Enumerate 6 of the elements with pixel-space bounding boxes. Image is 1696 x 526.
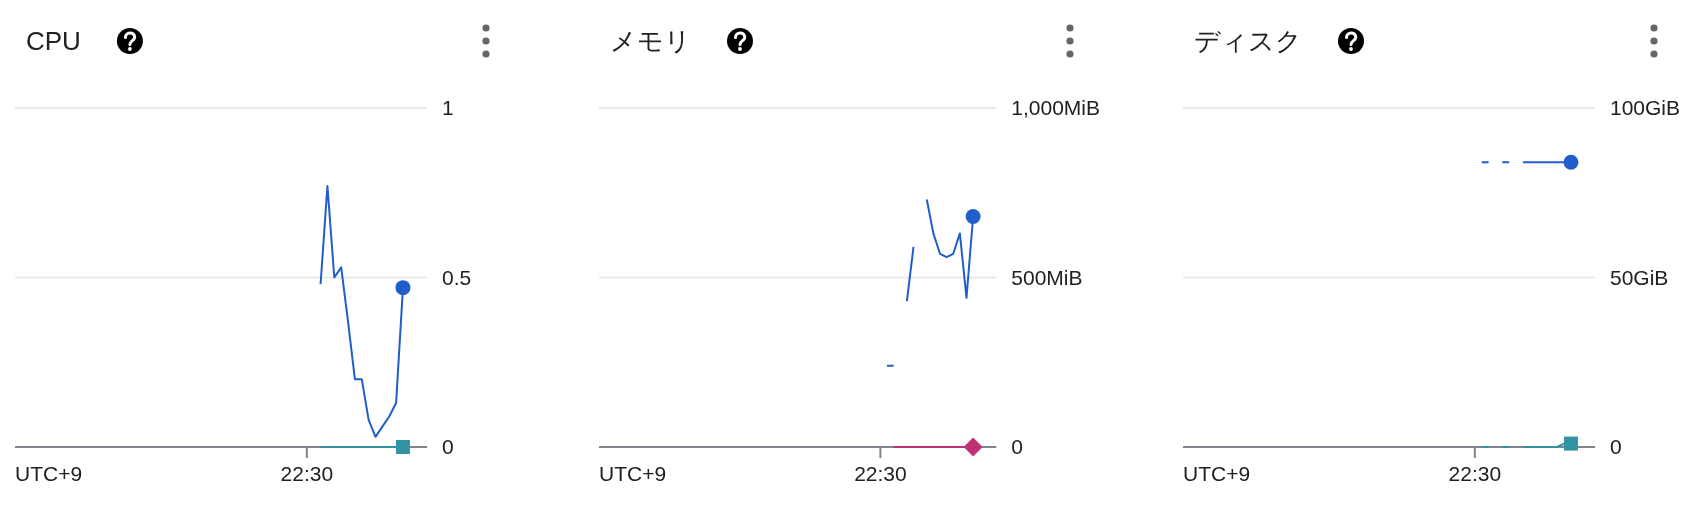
title: ディスク — [1194, 26, 1302, 57]
xlabel: UTC+9 — [599, 462, 667, 486]
xlabel: UTC+9 — [15, 462, 83, 486]
xlabel: UTC+9 — [1183, 462, 1251, 486]
title: CPU — [26, 26, 81, 57]
title: メモリ — [610, 26, 691, 57]
